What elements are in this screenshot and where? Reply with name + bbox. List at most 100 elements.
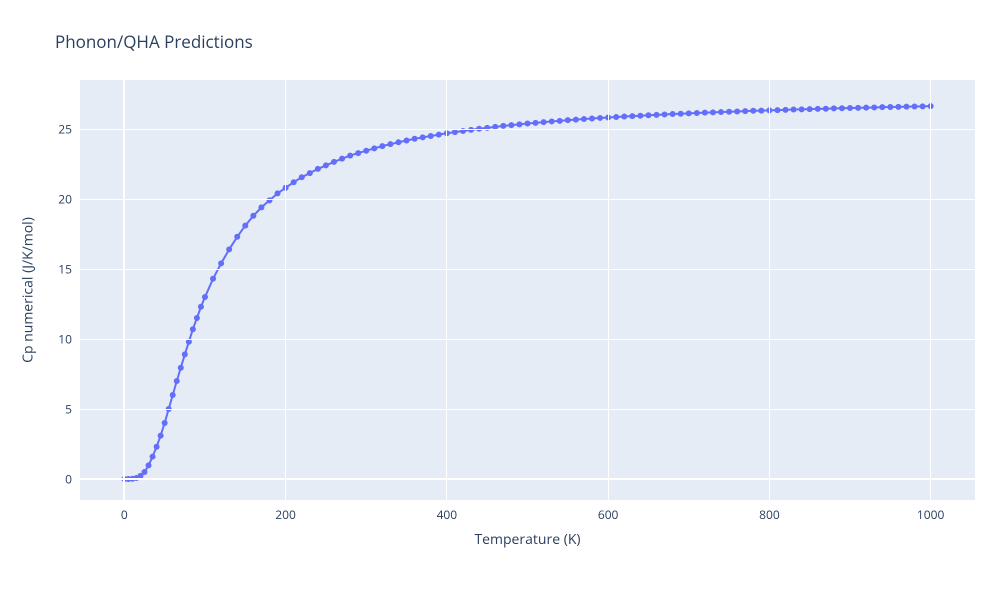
data-marker[interactable] (242, 223, 248, 229)
data-marker[interactable] (150, 454, 156, 460)
data-marker[interactable] (718, 109, 724, 115)
data-marker[interactable] (573, 117, 579, 123)
data-marker[interactable] (202, 294, 208, 300)
data-marker[interactable] (645, 112, 651, 118)
data-marker[interactable] (142, 469, 148, 475)
data-marker[interactable] (508, 122, 514, 128)
data-marker[interactable] (581, 116, 587, 122)
data-marker[interactable] (323, 162, 329, 168)
data-marker[interactable] (154, 444, 160, 450)
data-marker[interactable] (182, 351, 188, 357)
data-marker[interactable] (258, 204, 264, 210)
data-marker[interactable] (637, 113, 643, 119)
data-marker[interactable] (363, 148, 369, 154)
data-marker[interactable] (742, 108, 748, 114)
data-marker[interactable] (855, 105, 861, 111)
data-marker[interactable] (903, 104, 909, 110)
data-marker[interactable] (174, 378, 180, 384)
data-marker[interactable] (912, 103, 918, 109)
data-marker[interactable] (670, 111, 676, 117)
data-marker[interactable] (226, 246, 232, 252)
data-marker[interactable] (420, 134, 426, 140)
plot-area[interactable] (80, 80, 975, 500)
data-marker[interactable] (710, 109, 716, 115)
data-marker[interactable] (339, 156, 345, 162)
x-tick-label: 1000 (917, 506, 944, 523)
data-marker[interactable] (412, 136, 418, 142)
y-tick-label: 0 (65, 471, 72, 488)
data-marker[interactable] (331, 159, 337, 165)
data-marker[interactable] (452, 129, 458, 135)
data-marker[interactable] (799, 106, 805, 112)
data-marker[interactable] (557, 118, 563, 124)
data-marker[interactable] (210, 276, 216, 282)
data-marker[interactable] (702, 110, 708, 116)
data-marker[interactable] (750, 108, 756, 114)
data-marker[interactable] (347, 153, 353, 159)
data-marker[interactable] (541, 119, 547, 125)
data-marker[interactable] (371, 145, 377, 151)
data-marker[interactable] (694, 110, 700, 116)
data-marker[interactable] (190, 326, 196, 332)
data-marker[interactable] (186, 339, 192, 345)
data-marker[interactable] (395, 139, 401, 145)
data-marker[interactable] (629, 113, 635, 119)
data-marker[interactable] (920, 103, 926, 109)
data-marker[interactable] (726, 109, 732, 115)
data-marker[interactable] (662, 111, 668, 117)
data-marker[interactable] (879, 104, 885, 110)
data-marker[interactable] (686, 110, 692, 116)
x-tick-label: 200 (275, 506, 296, 523)
x-gridline (608, 80, 609, 500)
data-marker[interactable] (549, 118, 555, 124)
data-marker[interactable] (533, 120, 539, 126)
data-marker[interactable] (597, 115, 603, 121)
data-marker[interactable] (198, 304, 204, 310)
data-marker[interactable] (291, 179, 297, 185)
data-marker[interactable] (758, 108, 764, 114)
data-marker[interactable] (734, 109, 740, 115)
data-marker[interactable] (774, 107, 780, 113)
data-marker[interactable] (783, 107, 789, 113)
data-marker[interactable] (379, 143, 385, 149)
data-marker[interactable] (218, 260, 224, 266)
data-marker[interactable] (871, 104, 877, 110)
data-marker[interactable] (315, 166, 321, 172)
data-marker[interactable] (613, 114, 619, 120)
data-marker[interactable] (823, 106, 829, 112)
data-marker[interactable] (839, 105, 845, 111)
data-marker[interactable] (162, 420, 168, 426)
data-marker[interactable] (158, 433, 164, 439)
data-marker[interactable] (194, 315, 200, 321)
data-marker[interactable] (170, 392, 176, 398)
data-marker[interactable] (565, 117, 571, 123)
data-marker[interactable] (791, 107, 797, 113)
data-marker[interactable] (234, 234, 240, 240)
y-gridline (80, 199, 975, 200)
data-marker[interactable] (516, 121, 522, 127)
data-marker[interactable] (387, 141, 393, 147)
data-marker[interactable] (654, 112, 660, 118)
data-marker[interactable] (887, 104, 893, 110)
data-marker[interactable] (250, 213, 256, 219)
data-marker[interactable] (299, 174, 305, 180)
data-marker[interactable] (355, 150, 361, 156)
data-marker[interactable] (404, 137, 410, 143)
data-marker[interactable] (863, 105, 869, 111)
data-marker[interactable] (428, 133, 434, 139)
y-gridline (80, 478, 975, 480)
data-marker[interactable] (275, 190, 281, 196)
data-marker[interactable] (815, 106, 821, 112)
data-marker[interactable] (589, 116, 595, 122)
data-marker[interactable] (307, 170, 313, 176)
data-marker[interactable] (146, 462, 152, 468)
data-marker[interactable] (895, 104, 901, 110)
data-marker[interactable] (178, 365, 184, 371)
data-marker[interactable] (436, 132, 442, 138)
data-marker[interactable] (847, 105, 853, 111)
data-marker[interactable] (621, 114, 627, 120)
data-marker[interactable] (678, 111, 684, 117)
data-marker[interactable] (807, 106, 813, 112)
data-marker[interactable] (525, 121, 531, 127)
data-marker[interactable] (831, 105, 837, 111)
